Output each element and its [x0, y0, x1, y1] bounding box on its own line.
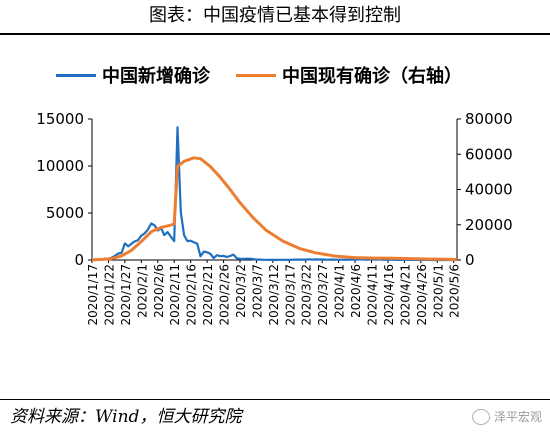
legend-label-active-cases: 中国现有确诊（右轴）: [282, 66, 462, 87]
x-tick-label: 2020/2/11: [168, 264, 182, 326]
chart-area: 0 5000 10000 15000 0 20000 40000 60000 80000 2020…: [0, 95, 550, 357]
x-tick-label: 2020/2/26: [218, 264, 232, 326]
x-tick-label: 2020/2/16: [185, 264, 199, 326]
legend-item-active-cases: 中国现有确诊（右轴）: [236, 60, 462, 90]
x-tick-label: 2020/3/27: [316, 264, 330, 326]
x-tick-label: 2020/5/1: [431, 264, 445, 318]
chart-axes: [88, 118, 461, 263]
right-tick-label: 80000: [465, 110, 513, 128]
right-tick-label: 0: [465, 251, 475, 269]
legend-swatch-active-cases: [236, 73, 276, 77]
left-tick-label: 0: [74, 251, 84, 269]
legend-swatch-new-cases: [56, 73, 96, 77]
source-divider: [0, 399, 550, 400]
x-tick-label: 2020/3/12: [267, 264, 281, 326]
chart-legend: 中国新增确诊 中国现有确诊（右轴）: [0, 60, 550, 90]
watermark: 泽平宏观: [471, 405, 542, 429]
x-tick-label: 2020/2/21: [201, 264, 215, 326]
watermark-text: 泽平宏观: [493, 410, 542, 424]
x-tick-label: 2020/3/7: [250, 264, 264, 318]
x-tick-label: 2020/4/16: [382, 264, 396, 326]
x-tick-label: 2020/4/1: [333, 264, 347, 318]
x-tick-label: 2020/4/11: [366, 264, 380, 326]
tick-labels: 0 5000 10000 15000 0 20000 40000 60000 80000 2020…: [36, 110, 512, 326]
left-tick-label: 15000: [36, 110, 84, 128]
x-tick-label: 2020/2/1: [135, 264, 149, 318]
series-line-active-cases: [91, 156, 458, 262]
wechat-icon: [471, 409, 490, 425]
right-tick-label: 40000: [465, 181, 513, 199]
x-tick-label: 2020/4/26: [415, 264, 429, 326]
x-tick-label: 2020/1/22: [102, 264, 116, 326]
x-tick-label: 2020/2/6: [152, 264, 166, 318]
page-title: 图表：中国疫情已基本得到控制: [149, 5, 401, 26]
x-tick-label: 2020/4/6: [349, 264, 363, 318]
source-note: 资料来源：Wind，恒大研究院: [10, 407, 242, 427]
left-tick-label: 10000: [36, 157, 84, 175]
legend-label-new-cases: 中国新增确诊: [102, 66, 210, 87]
line-chart: 0 5000 10000 15000 0 20000 40000 60000 80000 2020…: [36, 110, 512, 326]
x-tick-label: 2020/1/27: [119, 264, 133, 326]
x-tick-label: 2020/3/22: [300, 264, 314, 326]
legend-item-new-cases: 中国新增确诊: [56, 60, 210, 90]
series-lines: [91, 126, 458, 262]
x-tick-label: 2020/5/6: [448, 264, 462, 318]
x-tick-label: 2020/1/17: [86, 264, 100, 326]
series-line-new-cases: [91, 126, 457, 262]
x-tick-label: 2020/3/2: [234, 264, 248, 318]
title-divider: [0, 33, 550, 35]
right-tick-label: 20000: [465, 216, 513, 234]
x-tick-label: 2020/4/21: [398, 264, 412, 326]
x-tick-label: 2020/3/17: [283, 264, 297, 326]
left-tick-label: 5000: [46, 204, 84, 222]
right-tick-label: 60000: [465, 145, 513, 163]
